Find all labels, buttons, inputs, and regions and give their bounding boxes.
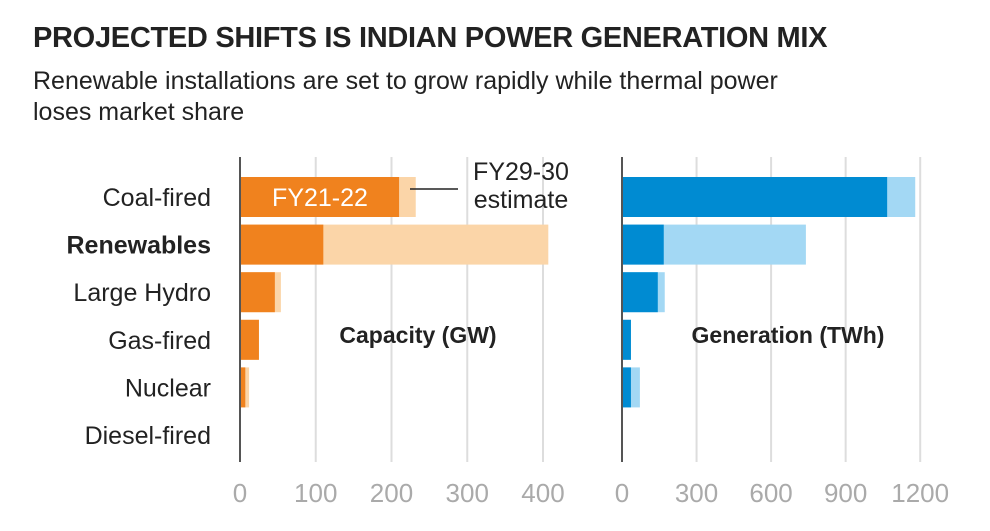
category-label: Gas-fired <box>108 327 211 355</box>
panel-label: Capacity (GW) <box>339 322 496 348</box>
category-label: Diesel-fired <box>85 422 211 450</box>
bar-current-large hydro <box>622 272 658 313</box>
category-label: Nuclear <box>125 374 211 402</box>
x-tick-label: 600 <box>749 478 792 508</box>
annotation-estimate: FY29-30 <box>473 158 569 186</box>
category-label: Large Hydro <box>73 279 211 307</box>
bar-current-gas-fired <box>622 319 631 360</box>
panel-label: Generation (TWh) <box>692 322 885 348</box>
chart-title: PROJECTED SHIFTS IS INDIAN POWER GENERAT… <box>33 22 828 54</box>
x-tick-label: 100 <box>294 478 337 508</box>
bar-current-nuclear <box>622 367 631 408</box>
bar-current-renewables <box>240 224 324 265</box>
bar-current-renewables <box>622 224 664 265</box>
annotation-current: FY21-22 <box>272 184 368 212</box>
bar-current-gas-fired <box>240 319 259 360</box>
bar-current-coal-fired <box>240 177 400 217</box>
annotation-estimate: estimate <box>474 186 568 214</box>
chart-subtitle: Renewable installations are set to grow … <box>33 67 778 126</box>
bar-current-large hydro <box>240 272 275 313</box>
x-tick-label: 300 <box>675 478 718 508</box>
category-label: Coal-fired <box>103 184 211 212</box>
x-tick-label: 900 <box>824 478 867 508</box>
x-tick-label: 300 <box>446 478 489 508</box>
category-label: Renewables <box>66 232 211 260</box>
x-tick-label: 0 <box>615 478 629 508</box>
bar-current-coal-fired <box>622 177 888 217</box>
x-tick-label: 400 <box>521 478 564 508</box>
bar-current-nuclear <box>240 367 246 408</box>
x-tick-label: 0 <box>233 478 247 508</box>
x-tick-label: 200 <box>370 478 413 508</box>
x-tick-label: 1200 <box>891 478 949 508</box>
